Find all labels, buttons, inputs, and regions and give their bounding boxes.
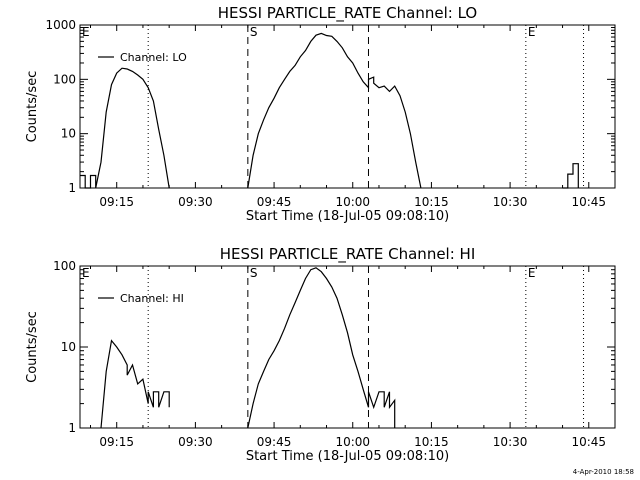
- y-tick-label: 1000: [45, 18, 76, 32]
- x-tick-label: 10:45: [571, 195, 606, 209]
- y-tick-label: 10: [61, 340, 76, 354]
- y-tick-label: 1: [68, 421, 76, 435]
- series-line: [80, 67, 170, 189]
- series-line: [247, 32, 422, 189]
- x-tick-label: 09:45: [257, 435, 292, 449]
- marker-label: S: [250, 25, 258, 39]
- legend-label: Channel: HI: [120, 292, 184, 305]
- marker-label: S: [250, 266, 258, 280]
- x-axis-label: Start Time (18-Jul-05 09:08:10): [246, 209, 449, 224]
- panel-hi: HESSI PARTICLE_RATE Channel: HI 09:15 09:3…: [25, 245, 616, 464]
- y-axis-label: Counts/sec: [25, 311, 40, 383]
- x-tick-label: 09:30: [178, 195, 213, 209]
- panel-lo: HESSI PARTICLE_RATE Channel: LO 09:15 09:3…: [25, 4, 616, 224]
- y-tick-label: 100: [53, 259, 76, 273]
- x-tick-label: 09:30: [178, 435, 213, 449]
- y-tick-label: 100: [53, 72, 76, 86]
- x-tick-label: 10:15: [414, 435, 449, 449]
- x-tick-label: 10:00: [335, 195, 370, 209]
- series-line: [562, 163, 579, 189]
- y-axis-label: Counts/sec: [25, 71, 40, 143]
- legend-label: Channel: LO: [120, 51, 187, 64]
- series-line: [100, 339, 170, 429]
- series-line: [247, 267, 396, 429]
- footer-timestamp: 4-Apr-2010 18:58: [572, 468, 634, 476]
- marker-label: E: [82, 25, 90, 39]
- x-tick-label: 10:30: [493, 195, 528, 209]
- chart-title: HESSI PARTICLE_RATE Channel: HI: [220, 245, 476, 264]
- x-tick-label: 10:30: [493, 435, 528, 449]
- y-tick-label: 10: [61, 127, 76, 141]
- marker-label: E: [528, 266, 536, 280]
- y-tick-label: 1: [68, 181, 76, 195]
- x-tick-label: 10:15: [414, 195, 449, 209]
- x-axis-label: Start Time (18-Jul-05 09:08:10): [246, 449, 449, 464]
- x-tick-label: 09:15: [99, 195, 134, 209]
- x-tick-label: 09:45: [257, 195, 292, 209]
- x-tick-label: 10:45: [571, 435, 606, 449]
- chart-title: HESSI PARTICLE_RATE Channel: LO: [218, 4, 477, 23]
- x-tick-label: 09:15: [99, 435, 134, 449]
- x-tick-label: 10:00: [335, 435, 370, 449]
- marker-label: E: [82, 266, 90, 280]
- plot-frame: [79, 24, 616, 189]
- marker-label: E: [528, 25, 536, 39]
